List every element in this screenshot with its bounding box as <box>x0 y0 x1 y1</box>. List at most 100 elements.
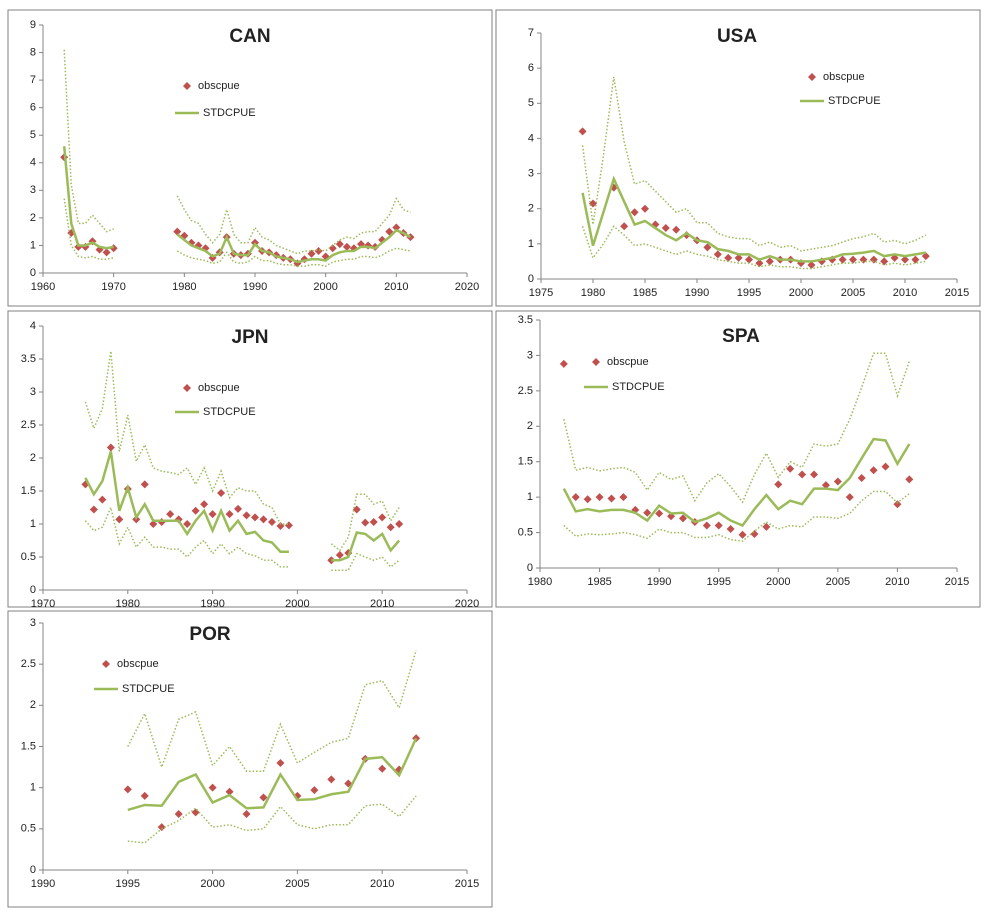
panel-frame <box>495 9 981 307</box>
data-point <box>361 518 370 527</box>
y-tick-label: 2 <box>527 420 533 432</box>
data-point <box>395 520 404 528</box>
legend-label: obscpue <box>607 356 649 368</box>
panel-frame <box>7 310 493 608</box>
data-point <box>738 530 747 539</box>
chart-title: CAN <box>229 26 270 47</box>
x-tick-label: 1960 <box>31 281 55 293</box>
data-point <box>369 518 378 527</box>
y-tick-label: 3 <box>30 617 36 629</box>
data-point <box>643 508 652 517</box>
y-tick-label: 3 <box>30 184 36 196</box>
y-tick-label: 2 <box>528 203 534 215</box>
data-point <box>140 480 149 489</box>
x-tick-label: 1995 <box>737 287 761 299</box>
y-tick-label: 3 <box>528 167 534 179</box>
data-point <box>724 253 733 262</box>
x-tick-label: 2000 <box>313 281 337 293</box>
legend-marker <box>592 358 600 366</box>
data-point <box>607 494 616 503</box>
x-tick-label: 1990 <box>647 576 671 588</box>
panel-frame <box>495 310 981 608</box>
y-tick-label: 0.5 <box>518 526 533 538</box>
panel-frame <box>7 610 493 908</box>
y-tick-label: 4 <box>30 157 36 169</box>
x-tick-label: 2015 <box>455 878 479 890</box>
y-tick-label: 0 <box>30 267 36 279</box>
y-tick-label: 7 <box>30 74 36 86</box>
data-point <box>123 785 132 794</box>
data-point <box>786 464 795 473</box>
y-tick-label: 2 <box>30 212 36 224</box>
interval-line <box>127 649 417 772</box>
x-tick-label: 1995 <box>706 576 730 588</box>
x-tick-label: 2010 <box>885 576 909 588</box>
data-point <box>838 255 847 264</box>
data-point <box>682 231 691 240</box>
data-point <box>392 223 401 232</box>
data-point <box>174 810 183 819</box>
data-point <box>328 244 337 253</box>
data-point <box>595 493 604 502</box>
x-tick-label: 2010 <box>893 287 917 299</box>
x-tick-label: 1980 <box>528 576 552 588</box>
data-point <box>225 510 234 519</box>
data-point <box>173 227 182 236</box>
y-tick-label: 6 <box>30 102 36 114</box>
y-tick-label: 4 <box>30 320 36 332</box>
data-point <box>242 810 251 819</box>
y-tick-label: 1.5 <box>21 485 36 497</box>
data-point <box>905 475 914 484</box>
data-point <box>798 470 807 479</box>
data-point <box>242 511 251 520</box>
data-point <box>98 495 107 504</box>
x-tick-label: 1980 <box>581 287 605 299</box>
legend-marker <box>183 384 191 392</box>
data-point <box>661 224 670 233</box>
data-point <box>251 513 259 522</box>
x-tick-label: 1990 <box>31 878 55 890</box>
data-point <box>183 520 192 528</box>
interval-line <box>63 198 114 260</box>
data-point <box>378 513 387 522</box>
data-point <box>102 248 111 257</box>
data-point <box>620 222 629 231</box>
x-tick-label: 1970 <box>101 281 125 293</box>
data-point <box>314 246 323 255</box>
legend-marker <box>183 82 191 90</box>
data-point <box>745 255 753 264</box>
y-tick-label: 2 <box>30 699 36 711</box>
data-point <box>225 787 234 796</box>
x-tick-label: 2005 <box>841 287 865 299</box>
data-point <box>166 510 175 519</box>
x-tick-label: 1985 <box>587 576 611 588</box>
y-tick-label: 2.5 <box>518 385 533 397</box>
data-point <box>276 758 285 767</box>
interval-line <box>63 49 114 233</box>
x-tick-label: 2010 <box>370 598 394 610</box>
series-line <box>331 531 401 562</box>
data-point <box>869 466 878 475</box>
y-tick-label: 2 <box>30 452 36 464</box>
interval-line <box>84 350 289 525</box>
data-point <box>734 253 743 262</box>
series-line <box>62 146 114 250</box>
y-tick-label: 0 <box>527 562 533 574</box>
x-tick-label: 2000 <box>766 576 790 588</box>
data-point <box>157 823 166 832</box>
x-tick-label: 2015 <box>945 576 969 588</box>
y-tick-label: 1.5 <box>21 740 36 752</box>
data-point <box>149 520 158 528</box>
interval-line <box>581 76 927 252</box>
data-point <box>327 775 336 784</box>
y-tick-label: 2.5 <box>21 658 36 670</box>
data-point <box>880 257 889 266</box>
data-point <box>583 495 592 504</box>
data-point <box>578 127 587 136</box>
y-tick-label: 1 <box>30 518 36 530</box>
interval-line <box>563 352 911 504</box>
data-point <box>267 518 276 527</box>
legend-marker <box>102 660 110 668</box>
chart-title: POR <box>189 624 230 645</box>
